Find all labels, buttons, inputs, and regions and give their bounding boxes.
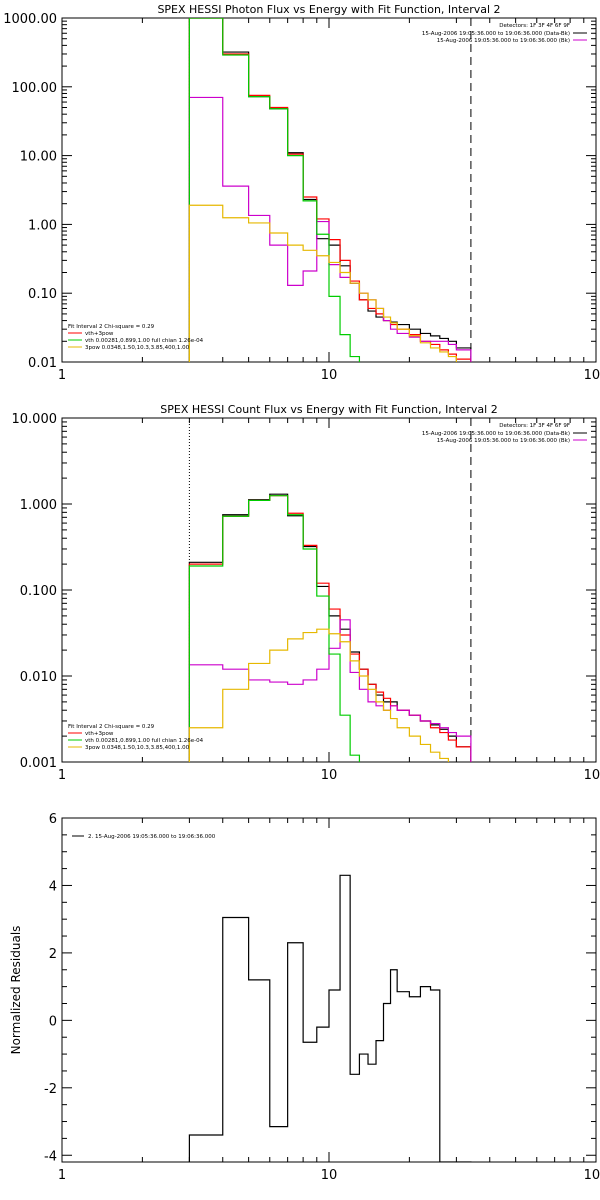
plot-frame	[61, 17, 597, 363]
x-tick-label: 10	[321, 768, 338, 783]
y-tick-label: -4	[44, 1149, 57, 1164]
y-tick-label: 6	[49, 812, 57, 827]
y-tick-label: 1.00	[28, 218, 57, 233]
legend-entry-label: 15-Aug-2006 19:05:36.000 to 19:06:36.000…	[437, 38, 570, 44]
x-tick-label: 1	[58, 1168, 66, 1183]
x-tick-label: 1	[58, 368, 66, 383]
y-tick-label: 100.00	[12, 81, 58, 96]
series-line-residuals	[188, 874, 472, 1162]
y-tick-label: 10.000	[12, 412, 58, 427]
x-tick-label: 100	[584, 368, 600, 383]
chart-title: SPEX HESSI Count Flux vs Energy with Fit…	[160, 403, 497, 416]
series-line-vth-3pow	[188, 495, 472, 762]
y-tick-label: 0.001	[20, 756, 57, 771]
y-tick-label: 2	[49, 947, 57, 962]
fit-legend-header: Fit Interval 2 Chi-square = 0.29	[68, 324, 155, 330]
chart-title: SPEX HESSI Photon Flux vs Energy with Fi…	[157, 3, 500, 16]
y-tick-label: 1000.00	[3, 12, 57, 27]
fit-legend-entry-label: vth+3pow	[85, 331, 114, 337]
x-tick-label: 100	[584, 1168, 600, 1183]
panel-3: 1 10 100 -4 -2 0 2 4 6 Normalized Residuals 2. 15-…	[9, 812, 600, 1183]
y-tick-label: 0.010	[20, 670, 57, 685]
legend-header: Detectors: 1F 3F 4F 6F 9F	[499, 423, 570, 429]
x-tick-label: 100	[584, 768, 600, 783]
legend-entry-label: 15-Aug-2006 19:05:36.000 to 19:06:36.000…	[437, 438, 570, 444]
x-tick-label: 10	[321, 368, 338, 383]
legend-entry-label: 2. 15-Aug-2006 19:05:36.000 to 19:06:36.…	[88, 834, 216, 840]
series-line-bk	[188, 619, 472, 762]
series-line-data-bk	[188, 493, 472, 762]
fit-legend-entry-label: vth 0.00281,0.899,1.00 full chian 1.26e-…	[85, 738, 204, 744]
y-tick-label: 0.100	[20, 584, 57, 599]
series-line-bk	[188, 96, 472, 362]
series-line-3pow	[188, 628, 449, 762]
fit-legend-entry-label: 3pow 0.0348,1.50,10.3,3.85,400,1.00	[85, 345, 190, 351]
fit-legend-entry-label: vth 0.00281,0.899,1.00 full chian 1.26e-…	[85, 338, 204, 344]
legend-entry-label: 15-Aug-2006 19:05:36.000 to 19:06:36.000…	[422, 31, 570, 37]
fit-legend-entry-label: vth+3pow	[85, 731, 114, 737]
panel-1: SPEX HESSI Photon Flux vs Energy with Fi…	[3, 3, 600, 383]
fit-legend-header: Fit Interval 2 Chi-square = 0.29	[68, 724, 155, 730]
y-axis-label: Normalized Residuals	[9, 926, 23, 1055]
y-tick-label: -2	[44, 1082, 57, 1097]
panel-2: SPEX HESSI Count Flux vs Energy with Fit…	[12, 403, 600, 783]
y-tick-label: 4	[49, 879, 57, 894]
x-tick-label: 1	[58, 768, 66, 783]
y-tick-label: 10.00	[20, 150, 57, 165]
y-tick-label: 0	[49, 1014, 57, 1029]
x-tick-label: 10	[321, 1168, 338, 1183]
legend-entry-label: 15-Aug-2006 19:05:36.000 to 19:06:36.000…	[422, 431, 570, 437]
fit-legend-entry-label: 3pow 0.0348,1.50,10.3,3.85,400,1.00	[85, 745, 190, 751]
series-line-3pow	[188, 204, 457, 362]
series-line-vth	[188, 18, 361, 362]
y-tick-label: 0.01	[28, 356, 57, 371]
legend-header: Detectors: 1F 3F 4F 6F 9F	[499, 23, 570, 29]
y-tick-label: 1.000	[20, 498, 57, 513]
y-tick-label: 0.10	[28, 287, 57, 302]
series-line-vth-3pow	[188, 18, 472, 362]
series-line-vth	[188, 495, 361, 762]
